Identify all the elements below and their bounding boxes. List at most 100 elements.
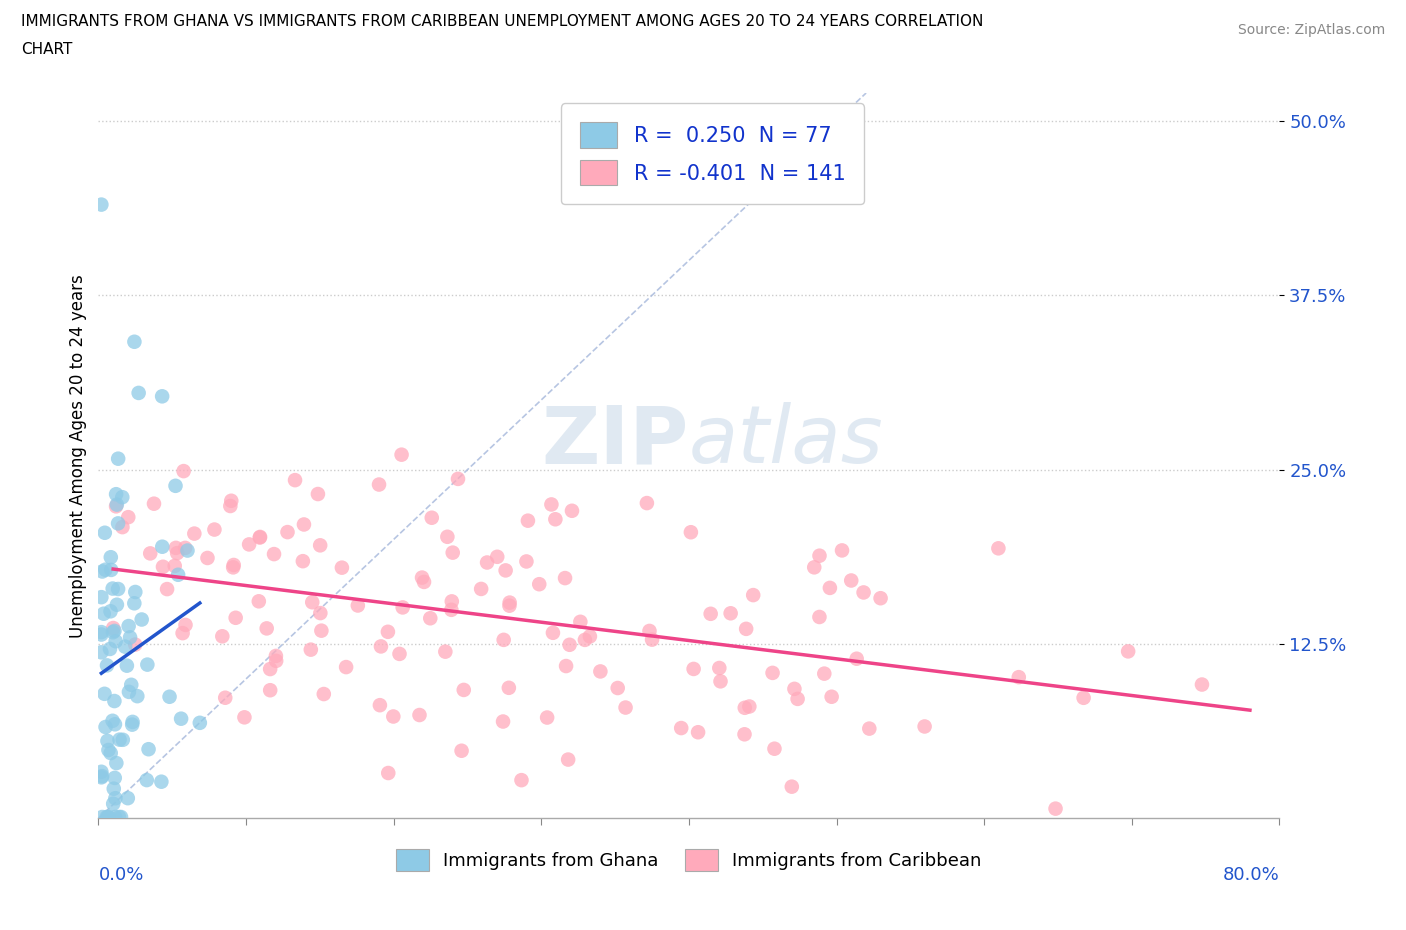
Point: [720, 605, 742, 620]
Point: [307, 486, 329, 501]
Point: [103, 781, 125, 796]
Point: [107, 451, 129, 466]
Point: [100, 746, 122, 761]
Point: [554, 571, 576, 586]
Point: [94, 563, 117, 578]
Point: [135, 773, 157, 788]
Point: [100, 563, 122, 578]
Point: [368, 477, 391, 492]
Point: [107, 581, 129, 596]
Point: [90, 770, 112, 785]
Point: [183, 526, 205, 541]
Point: [101, 581, 124, 596]
Point: [124, 596, 146, 611]
Point: [222, 560, 245, 575]
Point: [515, 554, 537, 569]
Point: [1073, 690, 1095, 705]
Point: [682, 661, 704, 676]
Point: [90, 644, 112, 659]
Point: [330, 560, 353, 575]
Point: [150, 389, 173, 404]
Point: [138, 742, 160, 757]
Point: [174, 618, 197, 632]
Point: [309, 538, 332, 552]
Point: [247, 594, 270, 609]
Point: [90, 764, 112, 779]
Point: [839, 573, 862, 588]
Point: [475, 555, 498, 570]
Point: [152, 559, 174, 574]
Point: [165, 478, 187, 493]
Point: [101, 625, 124, 640]
Point: [498, 598, 520, 613]
Point: [440, 603, 463, 618]
Point: [738, 699, 761, 714]
Point: [335, 659, 357, 674]
Point: [579, 629, 602, 644]
Point: [105, 498, 128, 513]
Point: [121, 714, 143, 729]
Point: [249, 530, 271, 545]
Point: [111, 520, 134, 535]
Point: [222, 558, 245, 573]
Point: [436, 529, 458, 544]
Point: [641, 632, 664, 647]
Point: [312, 686, 335, 701]
Point: [111, 732, 134, 747]
Point: [734, 727, 756, 742]
Point: [107, 516, 129, 531]
Point: [97, 809, 120, 825]
Point: [264, 654, 287, 669]
Point: [808, 549, 831, 564]
Point: [434, 644, 457, 659]
Point: [263, 547, 285, 562]
Point: [852, 585, 875, 600]
Point: [97, 742, 120, 757]
Point: [128, 386, 150, 401]
Point: [470, 581, 492, 596]
Point: [118, 684, 141, 699]
Point: [734, 700, 756, 715]
Point: [233, 710, 256, 724]
Legend: Immigrants from Ghana, Immigrants from Caribbean: Immigrants from Ghana, Immigrants from C…: [389, 842, 988, 878]
Point: [90, 627, 112, 642]
Point: [104, 770, 127, 785]
Point: [104, 790, 127, 805]
Point: [486, 550, 509, 565]
Point: [104, 809, 127, 825]
Point: [813, 666, 835, 681]
Point: [808, 609, 831, 624]
Point: [173, 464, 195, 479]
Point: [347, 598, 370, 613]
Point: [105, 486, 128, 501]
Point: [453, 683, 475, 698]
Point: [291, 553, 314, 568]
Point: [540, 497, 562, 512]
Point: [370, 639, 392, 654]
Point: [309, 605, 332, 620]
Point: [156, 581, 179, 596]
Text: Source: ZipAtlas.com: Source: ZipAtlas.com: [1237, 23, 1385, 37]
Point: [105, 756, 128, 771]
Point: [256, 621, 278, 636]
Point: [735, 621, 758, 636]
Point: [1116, 644, 1139, 658]
Point: [529, 577, 551, 591]
Point: [150, 539, 173, 554]
Point: [420, 511, 443, 525]
Point: [492, 714, 515, 729]
Point: [311, 623, 333, 638]
Point: [204, 522, 226, 537]
Point: [845, 651, 868, 666]
Point: [783, 682, 806, 697]
Point: [742, 588, 765, 603]
Point: [510, 773, 533, 788]
Point: [388, 646, 411, 661]
Point: [440, 594, 463, 609]
Text: atlas: atlas: [689, 402, 884, 480]
Point: [165, 540, 187, 555]
Point: [391, 447, 413, 462]
Point: [91, 769, 114, 784]
Point: [679, 525, 702, 539]
Point: [557, 752, 579, 767]
